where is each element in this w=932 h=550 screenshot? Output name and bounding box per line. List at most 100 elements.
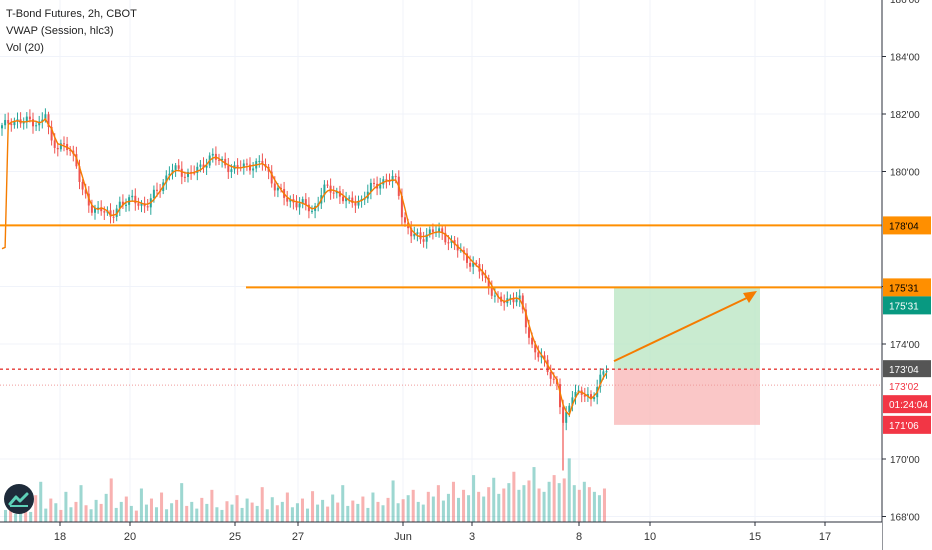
volume-bar — [542, 491, 546, 522]
volume-bar — [477, 491, 481, 522]
volume-bar — [386, 497, 390, 522]
volume-bar — [64, 491, 68, 522]
time-axis-label: Jun — [394, 531, 412, 543]
candle-body — [528, 327, 530, 338]
candle-body — [187, 172, 189, 177]
volume-bar — [39, 481, 43, 522]
candle-body — [94, 207, 96, 213]
candle-body — [311, 210, 313, 212]
volume-bar — [104, 493, 108, 522]
candle-body — [549, 372, 552, 379]
volume-bar — [557, 483, 561, 522]
volume-bar — [527, 480, 531, 522]
volume-bar — [346, 505, 350, 522]
candle-body — [41, 119, 44, 122]
time-axis-label: 27 — [292, 531, 304, 543]
volume-bar — [366, 507, 370, 522]
candle-body — [605, 371, 608, 373]
volume-bar — [421, 504, 425, 522]
tradingview-logo-icon[interactable] — [4, 484, 34, 514]
position-profit-zone — [614, 287, 760, 370]
volume-bar — [124, 496, 128, 522]
volume-bar — [381, 505, 385, 522]
candle-body — [202, 164, 205, 168]
volume-bar — [275, 505, 279, 522]
volume-bar — [311, 491, 315, 522]
candle-body — [28, 116, 31, 120]
candle-body — [90, 205, 93, 213]
volume-bar — [371, 492, 375, 522]
chart-legend: T-Bond Futures, 2h, CBOT VWAP (Session, … — [6, 6, 137, 57]
candle-body — [131, 195, 134, 198]
candle-body — [419, 232, 422, 240]
current-price-badge: 173'04 — [889, 365, 919, 376]
candle-body — [441, 228, 444, 233]
volume-bar — [602, 488, 606, 522]
candle-body — [84, 189, 87, 194]
volume-bar — [351, 500, 355, 522]
candle-body — [137, 203, 140, 206]
volume-bar — [134, 510, 138, 522]
volume-bar — [597, 495, 601, 522]
volume-bar — [592, 491, 596, 522]
volume-bar — [507, 483, 511, 522]
volume-indicator-label[interactable]: Vol (20) — [6, 42, 44, 54]
candle-body — [509, 297, 512, 299]
volume-bar — [446, 493, 450, 522]
time-axis-label: 15 — [749, 531, 761, 543]
candle-body — [180, 168, 183, 177]
forecast-arrowhead-icon — [743, 291, 757, 303]
volume-bar — [426, 491, 430, 522]
volume-bar — [321, 499, 325, 522]
volume-bar — [109, 478, 113, 522]
volume-bar — [331, 494, 335, 522]
candle-body — [44, 114, 47, 120]
volume-bar — [54, 503, 58, 522]
candle-body — [183, 176, 186, 178]
volume-bar — [165, 509, 169, 522]
candle-body — [422, 239, 425, 242]
secondary-price-badge: 173'02 — [889, 382, 919, 393]
volume-bar — [361, 496, 365, 522]
countdown-badge-background — [883, 395, 931, 414]
symbol-title[interactable]: T-Bond Futures, 2h, CBOT — [6, 8, 137, 20]
candle-body — [10, 123, 13, 126]
candle-body — [394, 176, 397, 178]
volume-bar — [336, 502, 340, 522]
volume-bar — [14, 513, 18, 522]
candle-body — [218, 159, 220, 161]
volume-bar — [245, 498, 249, 522]
candle-body — [270, 171, 273, 184]
volume-bar — [572, 485, 576, 522]
candle-body — [7, 119, 10, 124]
candle-body — [490, 287, 493, 296]
candle-body — [35, 125, 38, 127]
time-axis-label: 3 — [469, 531, 475, 543]
candle-body — [521, 295, 524, 310]
volume-bar — [567, 458, 571, 522]
candle-body — [335, 191, 338, 194]
volume-bar — [175, 499, 179, 522]
candle-body — [286, 197, 289, 202]
volume-bar — [29, 511, 33, 522]
vwap-indicator-label[interactable]: VWAP (Session, hlc3) — [6, 25, 114, 37]
candle-body — [1, 125, 3, 129]
candle-body — [537, 352, 540, 358]
candle-body — [295, 202, 298, 208]
price-axis-label: 168'00 — [890, 513, 920, 524]
candle-body — [593, 397, 596, 400]
volume-bar — [537, 488, 541, 522]
position-loss-zone — [614, 369, 760, 425]
candle-body — [357, 200, 360, 206]
candle-body — [568, 405, 571, 413]
volume-bar — [265, 509, 269, 522]
volume-bar — [487, 487, 491, 522]
volume-bar — [119, 501, 123, 522]
candle-body — [273, 183, 276, 191]
candle-body — [559, 384, 561, 408]
resistance-price-badge-background — [883, 216, 931, 235]
candle-body — [230, 169, 233, 173]
candle-body — [118, 201, 121, 209]
